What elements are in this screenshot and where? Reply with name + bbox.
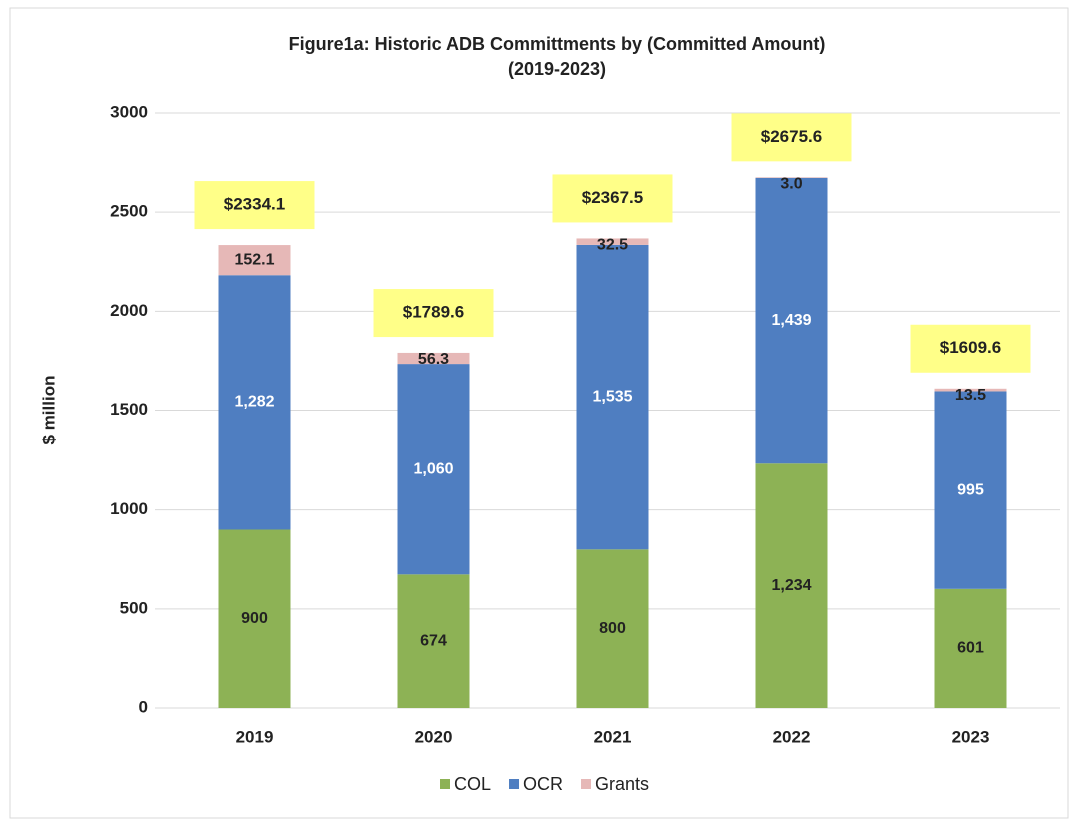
y-tick-label: 2500 [110,202,148,221]
bar-segment [755,177,828,464]
legend-swatch [509,779,520,789]
value-label: 601 [957,640,984,657]
bar-segment [576,549,649,708]
y-tick-label: 1500 [110,400,148,419]
legend-label: COL [454,774,491,794]
value-label: 995 [957,481,984,498]
value-label: 900 [241,610,268,627]
value-label: 674 [420,632,447,649]
bar-segment [934,391,1007,589]
value-label: 32.5 [597,237,628,254]
value-label: 1,439 [771,312,811,329]
x-tick-label: 2022 [773,727,811,746]
total-callout [373,289,494,338]
chart-title: Figure1a: Historic ADB Committments by (… [289,34,826,54]
bar-segment [397,574,470,708]
total-label: $1609.6 [940,338,1001,357]
value-label: 56.3 [418,351,449,368]
total-callout [910,324,1031,373]
value-label: 1,535 [592,388,632,405]
total-callout [194,181,315,230]
bar-segment [576,238,649,245]
bar-segment [218,275,291,530]
value-label: 1,282 [234,394,274,411]
value-label: 1,060 [413,460,453,477]
total-label: $2367.5 [582,188,643,207]
bar-segment [934,388,1007,392]
y-tick-label: 0 [139,697,148,716]
x-tick-label: 2020 [415,727,453,746]
y-tick-label: 2000 [110,301,148,320]
y-tick-label: 3000 [110,102,148,121]
legend-label: OCR [523,774,563,794]
legend-swatch [440,779,450,789]
total-callout [731,113,852,162]
x-tick-label: 2019 [236,727,274,746]
chart-subtitle: (2019-2023) [508,59,606,79]
bar-segment [397,364,470,575]
legend-label: Grants [595,774,649,794]
bar-segment [576,244,649,550]
bar-segment [397,352,470,365]
y-tick-label: 1000 [110,499,148,518]
chart-frame [9,7,1069,819]
bar-segment [755,463,828,708]
y-axis-label: $ million [39,376,58,445]
value-label: 13.5 [955,387,986,404]
total-callout [552,174,673,223]
bar-segment [755,177,828,178]
value-label: 3.0 [780,175,802,192]
total-label: $2675.6 [761,127,822,146]
total-label: $1789.6 [403,303,464,322]
value-label: 152.1 [234,251,274,268]
y-tick-label: 500 [120,598,148,617]
x-tick-label: 2023 [952,727,990,746]
value-label: 1,234 [771,577,811,594]
x-tick-label: 2021 [594,727,632,746]
total-label: $2334.1 [224,195,285,214]
bar-segment [218,529,291,708]
bar-segment [218,245,291,276]
bar-segment [934,588,1007,708]
legend-swatch [581,779,592,789]
value-label: 800 [599,620,626,637]
